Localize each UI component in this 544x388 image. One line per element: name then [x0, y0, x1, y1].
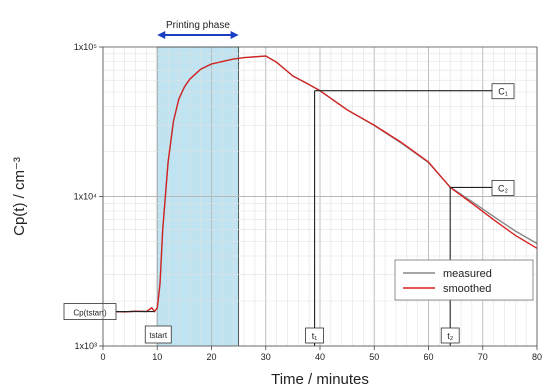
cp-tstart-label: Cp(tstart): [73, 309, 107, 318]
c2-label-box: [491, 180, 515, 196]
series-line-smoothed: [103, 55, 538, 313]
printing-phase-arrow-left: [157, 31, 166, 39]
x-tick-label: 30: [261, 352, 271, 362]
legend-box: [394, 259, 534, 301]
printing-phase-label: Printing phase: [166, 20, 230, 31]
y-tick-label: 1x10⁵: [74, 42, 98, 52]
printing-phase-arrow-right: [230, 31, 239, 39]
x-tick-label: 70: [478, 352, 488, 362]
x-tick-label: 80: [532, 352, 542, 362]
t2-label: t₂: [447, 331, 454, 341]
x-tick-label: 40: [315, 352, 325, 362]
t1-label: t₁: [312, 331, 318, 341]
x-axis-title: Time / minutes: [271, 371, 369, 388]
t1-label-box: [305, 327, 324, 344]
y-tick-label: 1x10³: [74, 341, 97, 351]
x-tick-label: 50: [369, 352, 379, 362]
tstart-label: tstart: [149, 331, 168, 340]
x-tick-label: 60: [423, 352, 433, 362]
c2-label: C₂: [498, 183, 508, 193]
x-tick-label: 10: [152, 352, 162, 362]
c1-label-box: [491, 83, 515, 100]
tstart-label-box: [144, 325, 172, 344]
legend-label-measured: measured: [443, 268, 492, 280]
y-axis-title: Cp(t) / cm⁻³: [11, 157, 28, 236]
x-tick-label: 20: [206, 352, 216, 362]
x-tick-label: 0: [100, 352, 105, 362]
c1-label: C₁: [498, 87, 508, 97]
t2-label-box: [440, 327, 460, 344]
legend-label-smoothed: smoothed: [443, 283, 491, 295]
y-tick-label: 1x10⁴: [74, 192, 98, 202]
